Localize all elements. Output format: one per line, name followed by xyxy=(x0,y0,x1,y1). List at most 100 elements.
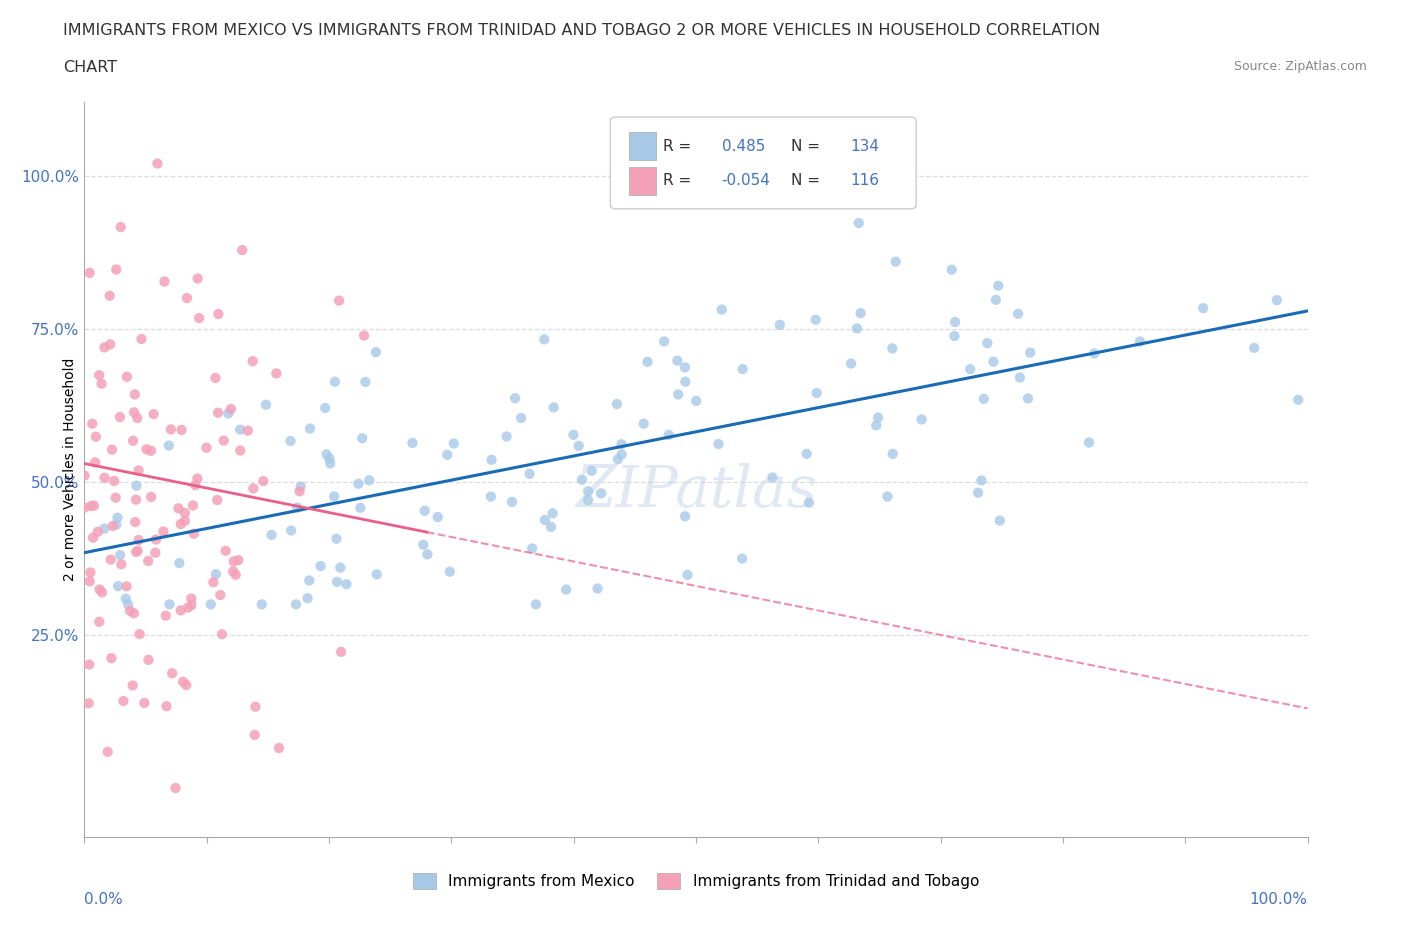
Point xyxy=(416,547,439,562)
Point xyxy=(108,409,131,424)
Point xyxy=(93,340,115,355)
Point xyxy=(976,336,998,351)
Point xyxy=(134,696,156,711)
Point xyxy=(104,490,127,505)
Point xyxy=(155,608,177,623)
Point xyxy=(501,495,523,510)
Point xyxy=(520,541,543,556)
Point xyxy=(135,442,157,457)
Point xyxy=(222,554,245,569)
Point xyxy=(610,437,633,452)
Point xyxy=(319,456,342,471)
Point xyxy=(555,582,578,597)
Point xyxy=(128,463,150,478)
Point xyxy=(510,411,533,426)
Y-axis label: 2 or more Vehicles in Household: 2 or more Vehicles in Household xyxy=(63,358,77,581)
Point xyxy=(122,405,145,419)
Point xyxy=(124,514,146,529)
Point xyxy=(98,288,121,303)
Point xyxy=(90,377,112,392)
Point xyxy=(170,422,193,437)
Point xyxy=(207,307,229,322)
Point xyxy=(79,565,101,580)
Point xyxy=(973,392,995,406)
Point xyxy=(652,334,675,349)
Point xyxy=(519,467,541,482)
Point xyxy=(524,597,547,612)
Point xyxy=(143,545,166,560)
Point xyxy=(610,447,633,462)
Point xyxy=(436,447,458,462)
Point xyxy=(540,520,562,535)
Point xyxy=(761,470,783,485)
Point xyxy=(105,262,128,277)
Point xyxy=(128,627,150,642)
Point xyxy=(568,438,591,453)
Point xyxy=(1083,346,1105,361)
Text: N =: N = xyxy=(792,173,825,189)
Point xyxy=(967,485,990,500)
Point xyxy=(73,468,96,483)
Point xyxy=(219,402,242,417)
Point xyxy=(266,366,288,381)
Point xyxy=(83,498,105,513)
Point xyxy=(354,375,377,390)
Point xyxy=(987,278,1010,293)
Point xyxy=(848,216,870,231)
Text: Source: ZipAtlas.com: Source: ZipAtlas.com xyxy=(1233,60,1367,73)
Point xyxy=(205,566,228,581)
Point xyxy=(118,604,141,618)
Point xyxy=(576,484,599,498)
Text: 116: 116 xyxy=(851,173,879,189)
Point xyxy=(970,473,993,488)
Point xyxy=(882,341,904,356)
Point xyxy=(91,585,114,600)
Text: 134: 134 xyxy=(851,139,879,153)
Point xyxy=(169,555,191,570)
Point xyxy=(89,582,111,597)
Point xyxy=(806,386,828,401)
Point xyxy=(581,463,603,478)
Point xyxy=(128,533,150,548)
Point xyxy=(153,274,176,289)
Point xyxy=(1129,334,1152,349)
Point xyxy=(839,356,862,371)
Point xyxy=(114,591,136,606)
Point xyxy=(125,492,148,507)
Point xyxy=(401,435,423,450)
Point xyxy=(297,591,319,605)
Point xyxy=(101,443,124,458)
Point xyxy=(229,422,252,437)
Point xyxy=(1019,345,1042,360)
Point xyxy=(125,478,148,493)
Point xyxy=(122,433,145,448)
Point xyxy=(884,254,907,269)
Point xyxy=(439,565,461,579)
Point xyxy=(280,433,302,448)
Point xyxy=(225,567,247,582)
Point xyxy=(290,479,312,494)
Point xyxy=(359,472,381,487)
Point xyxy=(443,436,465,451)
Point xyxy=(89,367,111,382)
Point xyxy=(229,443,252,458)
Point xyxy=(325,531,347,546)
Point xyxy=(108,548,131,563)
Point xyxy=(685,393,707,408)
Point xyxy=(988,513,1011,528)
Point xyxy=(562,428,585,443)
Point xyxy=(329,560,352,575)
Point xyxy=(285,597,308,612)
Point xyxy=(591,486,613,501)
Point xyxy=(82,530,104,545)
Point xyxy=(124,387,146,402)
Point xyxy=(97,744,120,759)
Point xyxy=(243,727,266,742)
Bar xyxy=(628,167,655,195)
Point xyxy=(637,354,659,369)
Point xyxy=(323,374,346,389)
Point xyxy=(876,489,898,504)
Point xyxy=(335,577,357,591)
Point xyxy=(79,574,101,589)
Point xyxy=(285,500,308,515)
